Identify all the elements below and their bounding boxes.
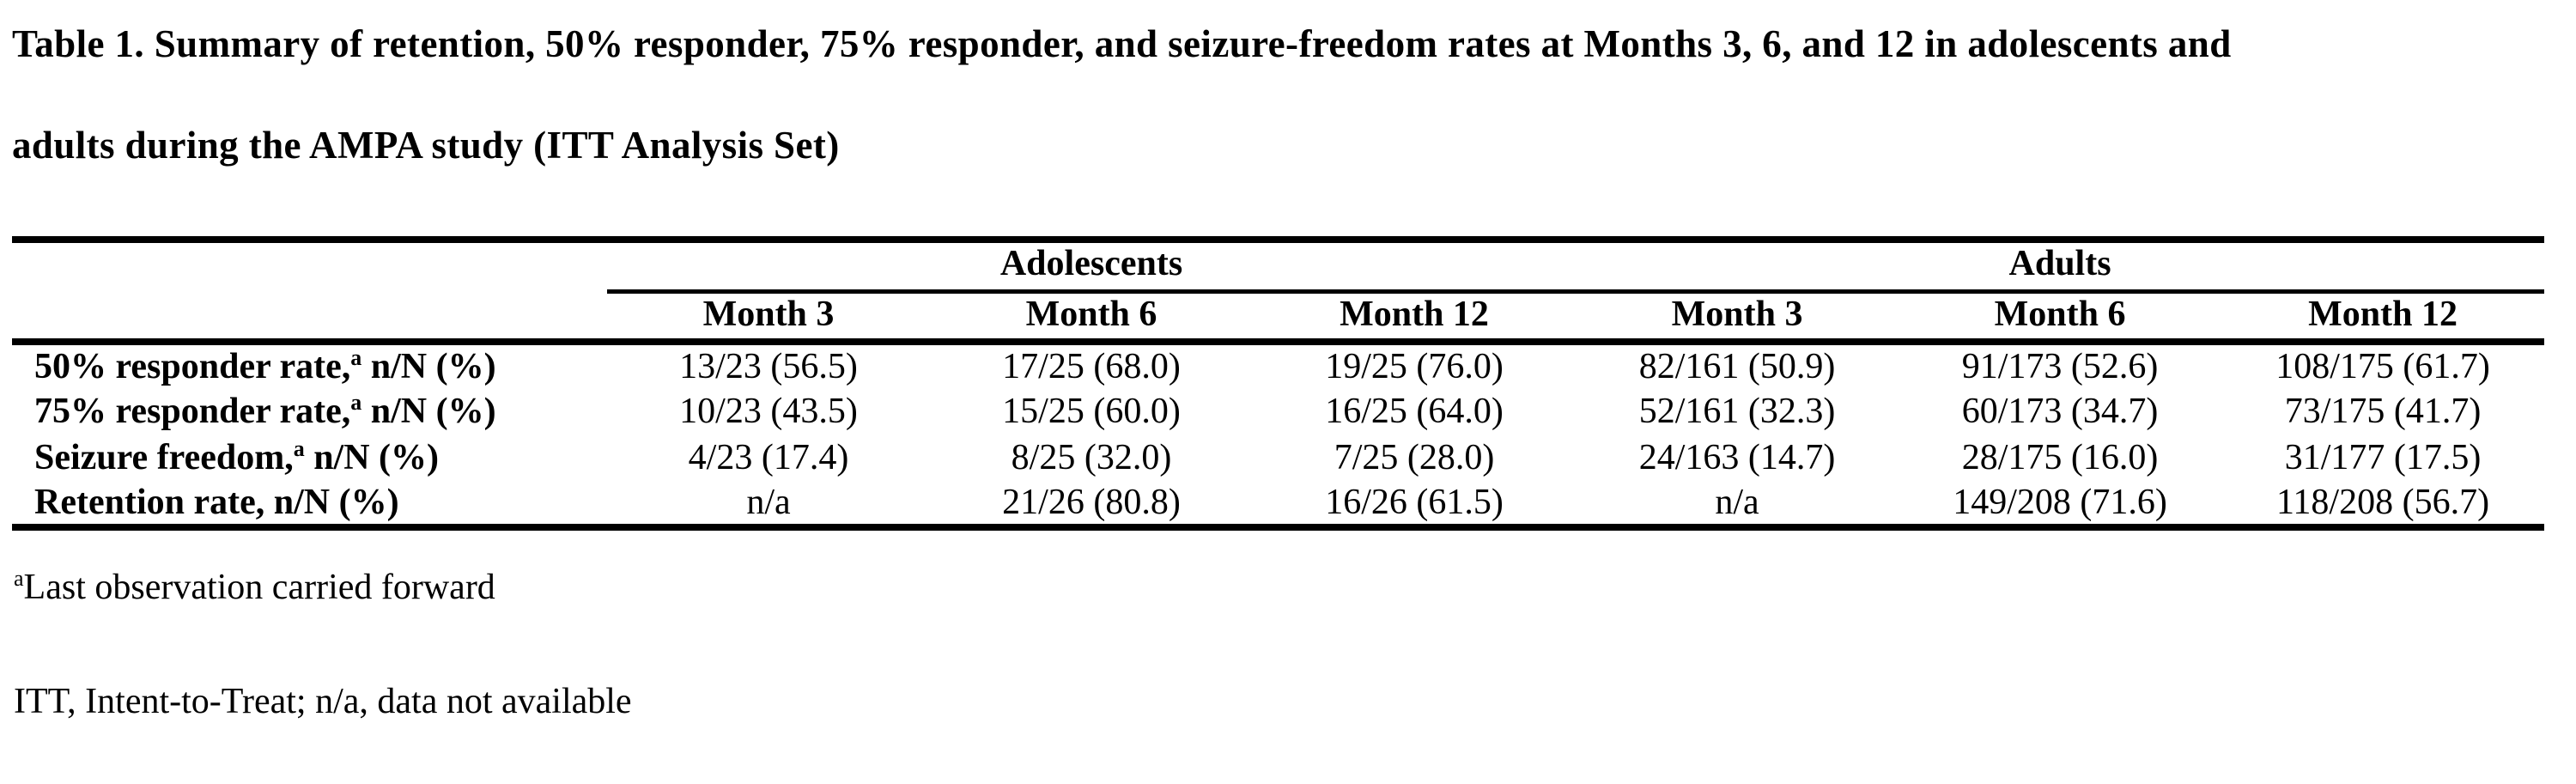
table-row-50-responder: 50% responder rate,a n/N (%) 13/23 (56.5… xyxy=(12,342,2544,388)
row-label-text: n/N (%) xyxy=(361,392,496,431)
cell-value: 4/23 (17.4) xyxy=(688,438,849,477)
cell-value: 21/26 (80.8) xyxy=(1002,483,1181,522)
table-row-retention-rate: Retention rate, n/N (%) n/a 21/26 (80.8)… xyxy=(12,481,2544,527)
cell-value: 60/173 (34.7) xyxy=(1961,392,2159,431)
cell-value: 108/175 (61.7) xyxy=(2275,347,2490,386)
group-header-row: Adolescents Adults xyxy=(12,240,2545,294)
row-label-retention-rate: Retention rate, n/N (%) xyxy=(12,481,607,527)
cell-value: 52/161 (32.3) xyxy=(1638,392,1836,431)
cell-value: 73/175 (41.7) xyxy=(2284,392,2482,431)
table-row-seizure-freedom: Seizure freedom,a n/N (%) 4/23 (17.4) 8/… xyxy=(12,435,2544,481)
row-label-50-responder: 50% responder rate,a n/N (%) xyxy=(12,342,607,388)
cell-value: 13/23 (56.5) xyxy=(679,347,858,386)
group-header-adolescents: Adolescents xyxy=(607,240,1577,294)
row-label-75-responder: 75% responder rate,a n/N (%) xyxy=(12,388,607,435)
cell-value: 28/175 (16.0) xyxy=(1961,438,2159,477)
table-title-line-1: Table 1. Summary of retention, 50% respo… xyxy=(12,22,2232,65)
row-label-text: Retention rate, n/N (%) xyxy=(34,483,399,522)
cell-value: 17/25 (68.0) xyxy=(1002,347,1181,386)
table-title-line-2: adults during the AMPA study (ITT Analys… xyxy=(12,124,840,167)
footnote-locf: aLast observation carried forward xyxy=(14,567,2576,608)
cell-value: 91/173 (52.6) xyxy=(1961,347,2159,386)
cell-value: 10/23 (43.5) xyxy=(679,392,858,431)
month-header-adolescents-month-6: Month 6 xyxy=(930,291,1253,345)
month-header-empty-cell xyxy=(12,291,607,345)
footnote-text: Last observation carried forward xyxy=(23,568,495,607)
cell-value: 19/25 (76.0) xyxy=(1325,347,1504,386)
cell-value: 82/161 (50.9) xyxy=(1638,347,1836,386)
cell-value: 149/208 (71.6) xyxy=(1953,483,2167,522)
cell-value: 31/177 (17.5) xyxy=(2284,438,2482,477)
month-header-adults-month-3: Month 3 xyxy=(1576,291,1899,345)
row-label-text: 75% responder rate, xyxy=(34,392,351,431)
row-label-superscript: a xyxy=(350,390,362,415)
table-row-75-responder: 75% responder rate,a n/N (%) 10/23 (43.5… xyxy=(12,388,2544,435)
cell-value: 16/26 (61.5) xyxy=(1325,483,1504,522)
row-label-text: Seizure freedom, xyxy=(34,438,294,477)
footnote-abbreviations: ITT, Intent-to-Treat; n/a, data not avai… xyxy=(14,682,632,721)
cell-value: 16/25 (64.0) xyxy=(1325,392,1504,431)
cell-value: n/a xyxy=(746,483,791,522)
month-header-adults-month-12: Month 12 xyxy=(2221,291,2545,345)
cell-value: 8/25 (32.0) xyxy=(1011,438,1172,477)
row-label-seizure-freedom: Seizure freedom,a n/N (%) xyxy=(12,435,607,481)
row-label-superscript: a xyxy=(293,436,305,461)
row-label-text: n/N (%) xyxy=(361,347,496,386)
cell-value: n/a xyxy=(1715,483,1759,522)
group-header-adults: Adults xyxy=(1576,240,2545,294)
group-header-empty-cell xyxy=(12,240,607,292)
results-table: Adolescents Adults Month 3 Month 6 Month… xyxy=(12,236,2545,531)
row-label-text: n/N (%) xyxy=(304,438,440,477)
cell-value: 24/163 (14.7) xyxy=(1638,438,1836,477)
month-header-adolescents-month-3: Month 3 xyxy=(607,291,930,345)
row-label-superscript: a xyxy=(350,345,362,370)
month-header-adolescents-month-12: Month 12 xyxy=(1253,291,1577,345)
footnote-superscript: a xyxy=(14,566,24,591)
month-header-row: Month 3 Month 6 Month 12 Month 3 Month 6… xyxy=(12,291,2545,345)
row-label-text: 50% responder rate, xyxy=(34,347,351,386)
cell-value: 15/25 (60.0) xyxy=(1002,392,1181,431)
month-header-adults-month-6: Month 6 xyxy=(1899,291,2222,345)
cell-value: 7/25 (28.0) xyxy=(1334,438,1495,477)
cell-value: 118/208 (56.7) xyxy=(2275,483,2490,522)
